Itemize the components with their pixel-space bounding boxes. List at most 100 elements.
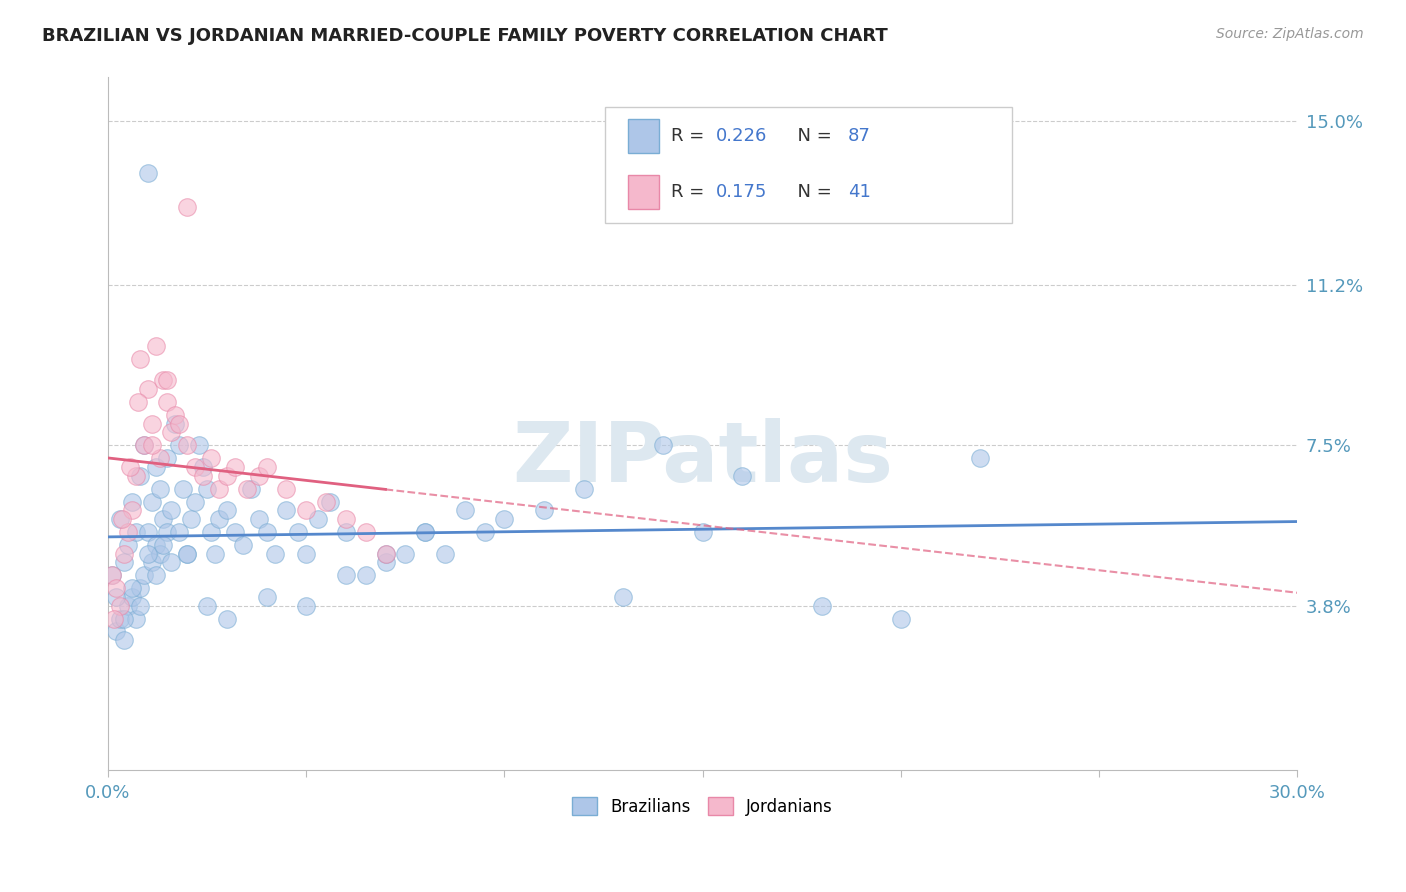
Point xyxy=(152,538,174,552)
Point xyxy=(112,633,135,648)
Point xyxy=(263,547,285,561)
Point xyxy=(256,460,278,475)
Point xyxy=(494,512,516,526)
Point xyxy=(176,200,198,214)
Point xyxy=(191,468,214,483)
Point xyxy=(152,512,174,526)
Point xyxy=(335,568,357,582)
Point xyxy=(172,482,194,496)
Point xyxy=(152,373,174,387)
Point xyxy=(224,460,246,475)
Point xyxy=(374,547,396,561)
Point xyxy=(104,581,127,595)
Point xyxy=(125,468,148,483)
Text: 0.175: 0.175 xyxy=(716,183,768,201)
Point xyxy=(247,468,270,483)
Text: 87: 87 xyxy=(848,127,870,145)
Point xyxy=(169,417,191,431)
Text: 0.226: 0.226 xyxy=(716,127,768,145)
Point xyxy=(572,482,595,496)
Point xyxy=(156,373,179,387)
Point xyxy=(413,524,436,539)
Point xyxy=(121,503,143,517)
Point xyxy=(319,494,342,508)
Point xyxy=(200,451,222,466)
Point xyxy=(101,568,124,582)
Point xyxy=(136,547,159,561)
Point xyxy=(215,503,238,517)
Point xyxy=(188,438,211,452)
Point xyxy=(156,524,179,539)
Point xyxy=(354,524,377,539)
Point xyxy=(145,568,167,582)
Point xyxy=(652,438,675,452)
Point xyxy=(121,494,143,508)
Point xyxy=(239,482,262,496)
Point xyxy=(108,512,131,526)
Point xyxy=(103,611,125,625)
Legend: Brazilians, Jordanians: Brazilians, Jordanians xyxy=(564,789,841,824)
Point xyxy=(136,382,159,396)
Point xyxy=(454,503,477,517)
Point xyxy=(247,512,270,526)
Point xyxy=(354,568,377,582)
Point xyxy=(141,438,163,452)
Point xyxy=(176,547,198,561)
Point xyxy=(533,503,555,517)
Point xyxy=(215,611,238,625)
Point xyxy=(141,555,163,569)
Point xyxy=(156,451,179,466)
Point xyxy=(433,547,456,561)
Point xyxy=(160,555,183,569)
Point xyxy=(104,590,127,604)
Point xyxy=(969,451,991,466)
Text: ZIPatlas: ZIPatlas xyxy=(512,417,893,499)
Point xyxy=(810,599,832,613)
Point xyxy=(413,524,436,539)
Point xyxy=(141,494,163,508)
Point xyxy=(169,524,191,539)
Point xyxy=(136,166,159,180)
Point xyxy=(145,460,167,475)
Point xyxy=(112,555,135,569)
Point xyxy=(204,547,226,561)
Point xyxy=(160,425,183,440)
Point xyxy=(108,599,131,613)
Point xyxy=(195,599,218,613)
Point xyxy=(145,538,167,552)
Text: 41: 41 xyxy=(848,183,870,201)
Point xyxy=(132,438,155,452)
Point xyxy=(295,599,318,613)
Point xyxy=(117,599,139,613)
Point xyxy=(145,339,167,353)
Point xyxy=(276,482,298,496)
Point xyxy=(111,512,134,526)
Point xyxy=(307,512,329,526)
Point xyxy=(121,581,143,595)
Text: Source: ZipAtlas.com: Source: ZipAtlas.com xyxy=(1216,27,1364,41)
Point xyxy=(156,395,179,409)
Point xyxy=(191,460,214,475)
Point xyxy=(127,395,149,409)
Point xyxy=(101,568,124,582)
Point xyxy=(136,524,159,539)
Point xyxy=(287,524,309,539)
Point xyxy=(117,538,139,552)
Point xyxy=(295,503,318,517)
Point xyxy=(232,538,254,552)
Point xyxy=(208,512,231,526)
Point xyxy=(128,351,150,366)
Point xyxy=(335,524,357,539)
Point xyxy=(125,524,148,539)
Point xyxy=(256,590,278,604)
Point xyxy=(118,460,141,475)
Point xyxy=(121,590,143,604)
Point xyxy=(165,408,187,422)
Point xyxy=(108,611,131,625)
Point xyxy=(295,547,318,561)
Point xyxy=(112,611,135,625)
Text: BRAZILIAN VS JORDANIAN MARRIED-COUPLE FAMILY POVERTY CORRELATION CHART: BRAZILIAN VS JORDANIAN MARRIED-COUPLE FA… xyxy=(42,27,889,45)
Text: N =: N = xyxy=(786,183,838,201)
Point xyxy=(195,482,218,496)
Point xyxy=(474,524,496,539)
